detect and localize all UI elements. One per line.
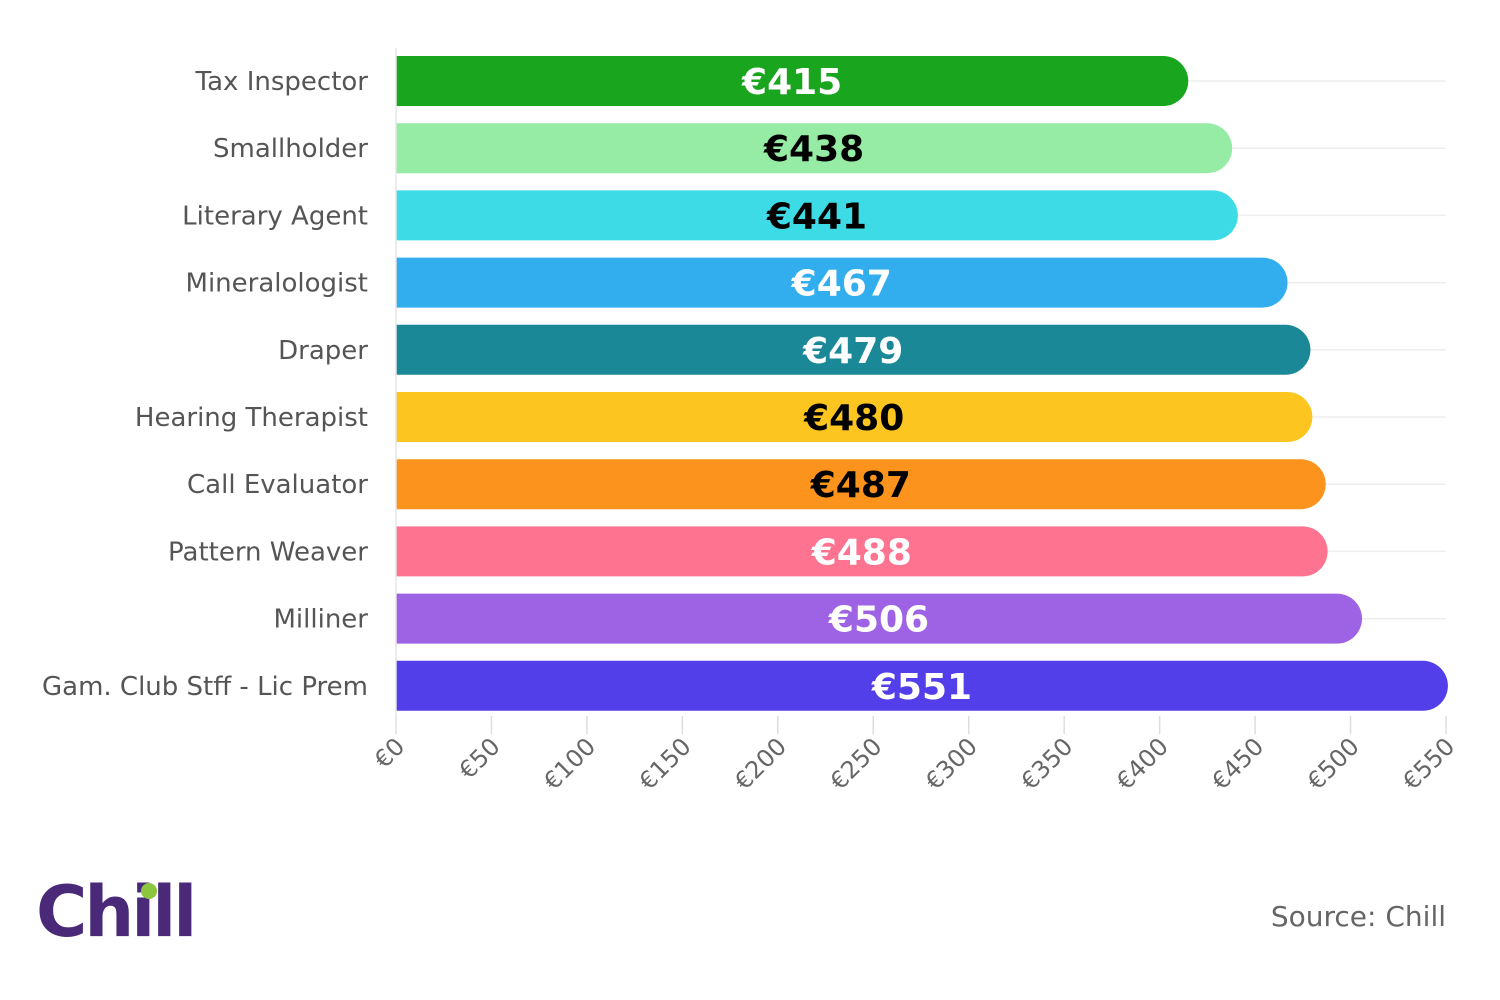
bar <box>396 324 1311 375</box>
category-label: Draper <box>278 336 368 366</box>
category-label: Gam. Club Stff - Lic Prem <box>42 672 368 702</box>
category-label: Call Evaluator <box>187 470 368 500</box>
bar <box>396 392 1313 442</box>
bar <box>396 526 1328 577</box>
category-label: Milliner <box>274 605 369 635</box>
bar <box>396 660 1448 711</box>
logo-accent-dot <box>141 883 157 899</box>
bar-value-label: €467 <box>791 264 892 305</box>
x-tick-label: €50 <box>454 732 506 784</box>
x-tick-label: €100 <box>538 732 601 795</box>
bar <box>396 56 1189 106</box>
bar <box>396 190 1238 241</box>
category-label: Mineralologist <box>186 269 368 299</box>
bar-value-label: €479 <box>802 331 903 372</box>
x-tick-label: €300 <box>920 732 983 795</box>
bar-value-label: €487 <box>810 465 911 506</box>
category-label: Tax Inspector <box>195 67 369 97</box>
x-tick-label: €150 <box>634 732 697 795</box>
x-tick-label: €0 <box>369 732 410 773</box>
category-label: Pattern Weaver <box>168 537 368 567</box>
bar-value-label: €480 <box>803 398 904 439</box>
bar <box>396 257 1288 308</box>
bar <box>396 593 1362 644</box>
bar <box>396 459 1326 510</box>
bar-chart: €415 €438 €441 €467 €479 €480 €487 €488 €506 €551… <box>42 48 1460 795</box>
chill-logo: Chill <box>36 871 197 953</box>
x-tick-label: €500 <box>1302 732 1365 795</box>
category-label: Literary Agent <box>182 201 368 231</box>
bar-value-label: €488 <box>811 532 912 573</box>
x-tick-label: €400 <box>1111 732 1174 795</box>
bar-value-label: €441 <box>766 196 867 237</box>
category-label: Hearing Therapist <box>135 403 368 433</box>
x-tick-label: €450 <box>1206 732 1269 795</box>
x-tick-label: €350 <box>1015 732 1078 795</box>
bar-value-label: €506 <box>828 600 929 641</box>
source-note: Source: Chill <box>1270 900 1446 933</box>
category-label: Smallholder <box>213 134 368 164</box>
bar-value-label: €551 <box>871 667 972 708</box>
x-tick-label: €550 <box>1397 732 1460 795</box>
bars: €415 €438 €441 €467 €479 €480 €487 €488 €506 €551 <box>396 56 1448 711</box>
x-tick-label: €200 <box>729 732 792 795</box>
bar-value-label: €438 <box>763 129 864 170</box>
category-labels: Tax Inspector Smallholder Literary Agent Mi… <box>42 67 368 702</box>
x-tick-label: €250 <box>825 732 888 795</box>
bar <box>396 123 1233 174</box>
bar-value-label: €415 <box>741 62 842 103</box>
